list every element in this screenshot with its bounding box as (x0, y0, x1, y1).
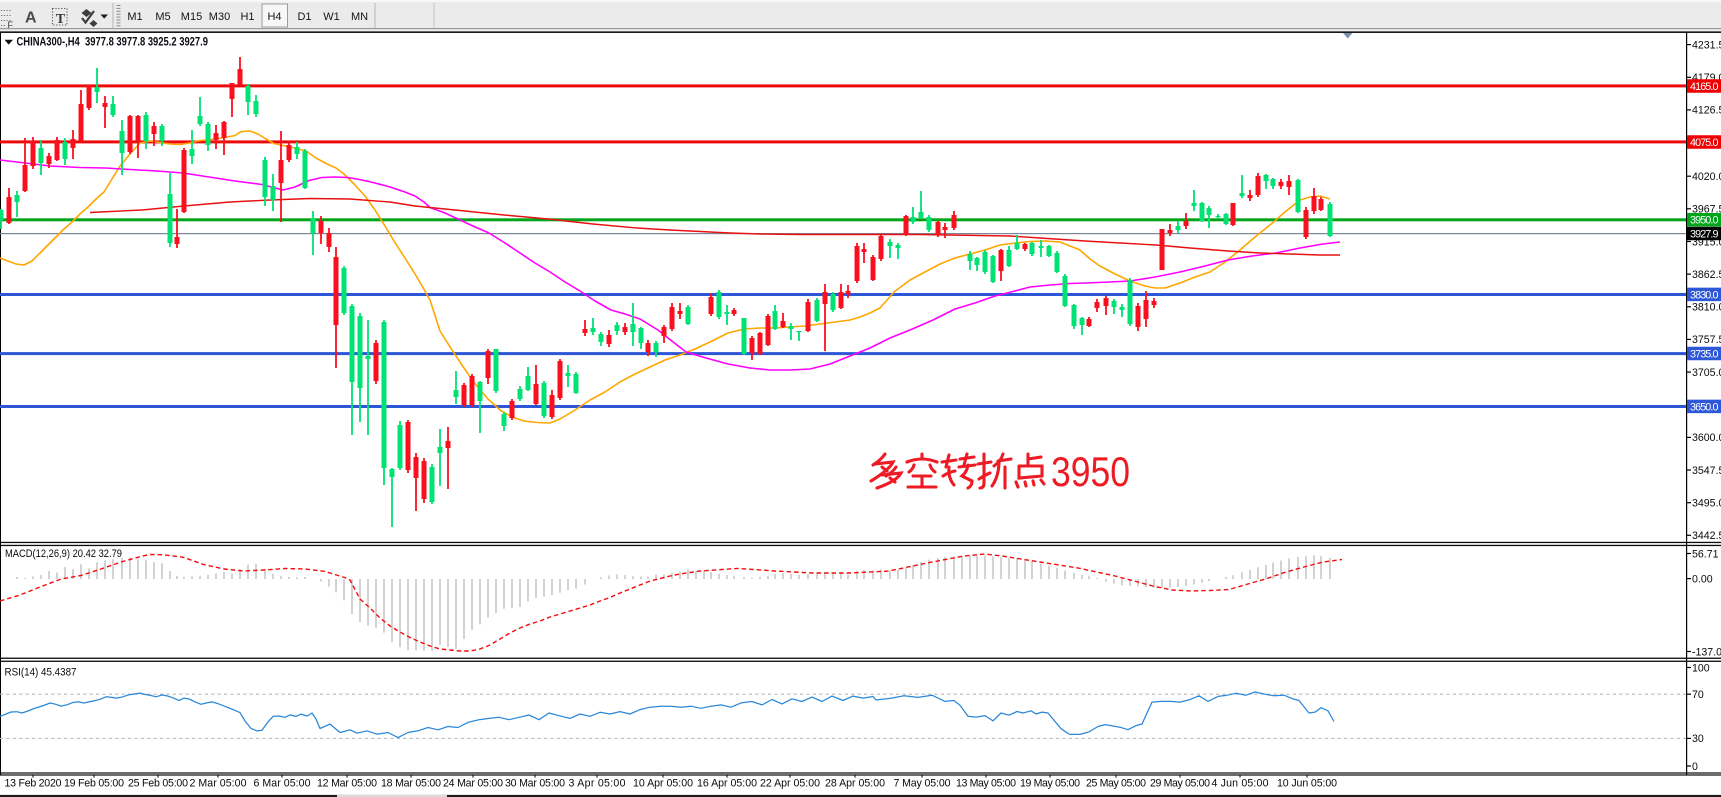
svg-text:3705.0: 3705.0 (1692, 367, 1721, 379)
svg-text:3810.0: 3810.0 (1692, 302, 1721, 314)
svg-text:4075.0: 4075.0 (1690, 137, 1719, 149)
svg-text:D1: D1 (297, 11, 311, 23)
svg-text:4020.0: 4020.0 (1692, 171, 1721, 183)
svg-text:F: F (8, 20, 14, 30)
svg-text:0.00: 0.00 (1692, 573, 1713, 585)
svg-text:16 Apr 05:00: 16 Apr 05:00 (697, 778, 757, 790)
svg-text:3862.5: 3862.5 (1692, 269, 1721, 281)
svg-text:12 Mar 05:00: 12 Mar 05:00 (317, 778, 377, 790)
svg-text:19 May 05:00: 19 May 05:00 (1020, 778, 1080, 790)
svg-text:M15: M15 (181, 11, 202, 23)
svg-text:29 May 05:00: 29 May 05:00 (1150, 778, 1210, 790)
svg-text:24 Mar 05:00: 24 Mar 05:00 (443, 778, 503, 790)
svg-text:M30: M30 (209, 11, 230, 23)
svg-text:RSI(14) 45.4387: RSI(14) 45.4387 (5, 667, 77, 679)
svg-text:CHINA300-,H4 3977.8 3977.8 39: CHINA300-,H4 3977.8 3977.8 3925.2 3927.9 (17, 35, 209, 49)
svg-text:3927.9: 3927.9 (1690, 229, 1719, 241)
svg-text:18 Mar 05:00: 18 Mar 05:00 (381, 778, 441, 790)
svg-text:M5: M5 (155, 11, 170, 23)
svg-text:10 Apr 05:00: 10 Apr 05:00 (633, 778, 693, 790)
svg-text:30: 30 (1692, 733, 1704, 745)
svg-text:4231.5: 4231.5 (1692, 39, 1721, 51)
svg-text:H1: H1 (240, 11, 254, 23)
svg-text:MACD(12,26,9) 20.42 32.79: MACD(12,26,9) 20.42 32.79 (5, 548, 122, 560)
svg-text:7 May 05:00: 7 May 05:00 (894, 778, 951, 790)
svg-text:4 Jun 05:00: 4 Jun 05:00 (1212, 778, 1269, 790)
svg-text:3 Apr 05:00: 3 Apr 05:00 (569, 778, 626, 790)
svg-text:MN: MN (351, 11, 368, 23)
svg-text:3650.0: 3650.0 (1690, 401, 1719, 413)
svg-text:100: 100 (1692, 662, 1710, 674)
svg-text:3600.0: 3600.0 (1692, 432, 1721, 444)
svg-text:A: A (25, 10, 37, 27)
svg-text:4126.5: 4126.5 (1692, 105, 1721, 117)
svg-text:13 May 05:00: 13 May 05:00 (956, 778, 1016, 790)
svg-text:T: T (56, 12, 66, 27)
svg-text:25 May 05:00: 25 May 05:00 (1086, 778, 1146, 790)
svg-text:6 Mar 05:00: 6 Mar 05:00 (254, 778, 311, 790)
svg-text:3735.0: 3735.0 (1690, 349, 1719, 361)
svg-text:0: 0 (1692, 761, 1698, 773)
svg-text:4165.0: 4165.0 (1690, 81, 1719, 93)
svg-text:30 Mar 05:00: 30 Mar 05:00 (505, 778, 565, 790)
svg-text:19 Feb 05:00: 19 Feb 05:00 (64, 778, 124, 790)
svg-text:10 Jun 05:00: 10 Jun 05:00 (1277, 778, 1337, 790)
svg-text:3950.0: 3950.0 (1690, 215, 1719, 227)
svg-text:-137.01: -137.01 (1692, 646, 1721, 658)
svg-text:28 Apr 05:00: 28 Apr 05:00 (825, 778, 885, 790)
svg-text:W1: W1 (323, 11, 340, 23)
svg-text:70: 70 (1692, 689, 1704, 701)
svg-text:3547.5: 3547.5 (1692, 465, 1721, 477)
svg-text:56.71: 56.71 (1692, 548, 1719, 560)
svg-text:M1: M1 (127, 11, 142, 23)
svg-text:3830.0: 3830.0 (1690, 289, 1719, 301)
svg-text:3950: 3950 (1051, 448, 1130, 495)
svg-text:2 Mar 05:00: 2 Mar 05:00 (190, 778, 247, 790)
svg-text:22 Apr 05:00: 22 Apr 05:00 (760, 778, 820, 790)
svg-text:25 Feb 05:00: 25 Feb 05:00 (128, 778, 188, 790)
svg-text:13 Feb 2020: 13 Feb 2020 (5, 778, 62, 790)
svg-text:H4: H4 (267, 11, 281, 23)
svg-text:3757.5: 3757.5 (1692, 334, 1721, 346)
svg-text:3495.0: 3495.0 (1692, 498, 1721, 510)
svg-text:3442.5: 3442.5 (1692, 530, 1721, 542)
svg-text:3967.5: 3967.5 (1692, 204, 1721, 216)
